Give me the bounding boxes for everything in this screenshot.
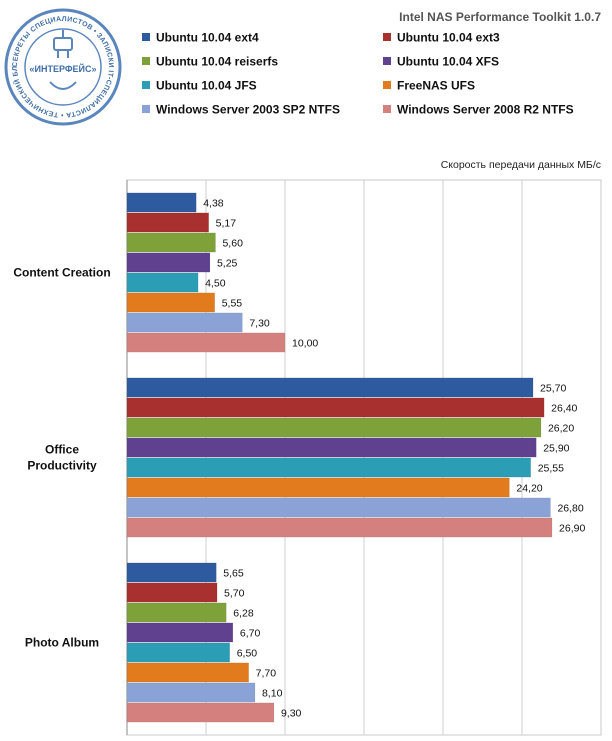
stamp-center-text: «ИНТЕРФЕЙС» xyxy=(29,63,96,74)
legend-label-6: FreeNAS UFS xyxy=(397,79,475,93)
bar-2-7 xyxy=(126,497,551,518)
bar-2-3 xyxy=(126,417,542,438)
stamp-inner-ring xyxy=(24,28,102,106)
bar-1-4 xyxy=(126,252,211,273)
watermark-stamp: СЕКРЕТЫ СПЕЦИАЛИСТОВ • ЗАПИСКИ IT-СПЕЦИА… xyxy=(0,0,122,126)
legend-label-8: Windows Server 2008 R2 NTFS xyxy=(397,103,574,117)
value-label-2-3: 26,20 xyxy=(548,423,574,435)
legend-swatch-5 xyxy=(142,81,150,89)
legend-label-7: Windows Server 2003 SP2 NTFS xyxy=(156,103,340,117)
stamp-connector-icon xyxy=(53,30,73,58)
value-label-2-8: 26,90 xyxy=(559,523,585,535)
value-label-3-4: 6,70 xyxy=(240,628,261,640)
value-label-1-5: 4,50 xyxy=(205,278,226,290)
stamp-cable-icon xyxy=(49,81,77,90)
value-label-2-4: 25,90 xyxy=(543,443,569,455)
value-label-1-8: 10,00 xyxy=(292,338,318,350)
legend-label-4: Ubuntu 10.04 XFS xyxy=(397,55,499,69)
chart-title: Intel NAS Performance Toolkit 1.0.7 xyxy=(399,10,601,24)
value-label-1-7: 7,30 xyxy=(249,318,270,330)
bar-1-2 xyxy=(126,212,209,233)
bar-2-1 xyxy=(126,377,534,398)
bar-3-7 xyxy=(126,682,256,703)
bar-3-3 xyxy=(126,602,227,623)
legend-label-1: Ubuntu 10.04 ext4 xyxy=(156,31,259,45)
legend-swatch-1 xyxy=(142,33,150,41)
value-label-2-1: 25,70 xyxy=(540,383,566,395)
value-label-1-2: 5,17 xyxy=(216,218,237,230)
category-label-2: Office Productivity xyxy=(27,443,97,473)
value-label-3-7: 8,10 xyxy=(262,688,283,700)
bar-3-4 xyxy=(126,622,234,643)
bar-3-8 xyxy=(126,702,275,723)
bar-2-5 xyxy=(126,457,531,478)
bar-3-2 xyxy=(126,582,218,603)
value-label-1-1: 4,38 xyxy=(203,198,224,210)
value-label-1-3: 5,60 xyxy=(222,238,243,250)
bar-1-7 xyxy=(126,312,243,333)
legend-swatch-3 xyxy=(142,57,150,65)
legend: Ubuntu 10.04 ext4 Ubuntu 10.04 ext3 Ubuntu… xyxy=(142,31,574,117)
value-label-1-6: 5,55 xyxy=(222,298,243,310)
legend-label-3: Ubuntu 10.04 reiserfs xyxy=(156,55,278,69)
bar-2-8 xyxy=(126,517,553,538)
value-label-3-6: 7,70 xyxy=(256,668,277,680)
legend-label-2: Ubuntu 10.04 ext3 xyxy=(397,31,500,45)
legend-swatch-7 xyxy=(142,105,150,113)
value-label-3-1: 5,65 xyxy=(223,568,244,580)
value-label-3-2: 5,70 xyxy=(224,588,245,600)
value-label-3-8: 9,30 xyxy=(281,708,302,720)
bar-2-2 xyxy=(126,397,545,418)
legend-swatch-6 xyxy=(383,81,391,89)
category-label-1: Content Creation xyxy=(13,266,110,280)
legend-swatch-2 xyxy=(383,33,391,41)
bar-1-8 xyxy=(126,332,286,353)
axis-unit-label: Скорость передачи данных МБ/с xyxy=(441,159,601,171)
legend-label-5: Ubuntu 10.04 JFS xyxy=(156,79,257,93)
bar-2-4 xyxy=(126,437,537,458)
value-label-3-5: 6,50 xyxy=(237,648,258,660)
bar-1-5 xyxy=(126,272,199,293)
bar-1-3 xyxy=(126,232,216,253)
plot-area: Content Creation 4,38 5,17 5,60 5,25 4,50 5,55… xyxy=(13,179,602,736)
value-label-2-7: 26,80 xyxy=(557,503,583,515)
stamp-outer-ring xyxy=(4,8,122,126)
legend-swatch-4 xyxy=(383,57,391,65)
category-label-3: Photo Album xyxy=(25,636,99,650)
value-label-2-2: 26,40 xyxy=(551,403,577,415)
legend-swatch-8 xyxy=(383,105,391,113)
value-label-2-5: 25,55 xyxy=(538,463,564,475)
value-label-3-3: 6,28 xyxy=(233,608,254,620)
value-label-1-4: 5,25 xyxy=(217,258,238,270)
bar-1-6 xyxy=(126,292,215,313)
bar-3-6 xyxy=(126,662,249,683)
bar-1-1 xyxy=(126,192,197,213)
bar-2-6 xyxy=(126,477,510,498)
value-label-2-6: 24,20 xyxy=(516,483,542,495)
bar-3-1 xyxy=(126,562,217,583)
bar-3-5 xyxy=(126,642,230,663)
